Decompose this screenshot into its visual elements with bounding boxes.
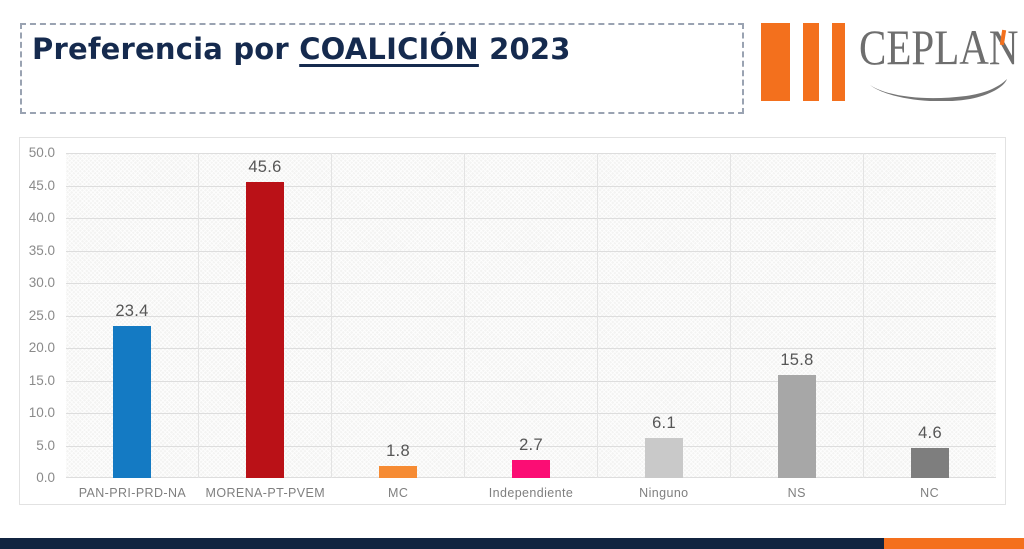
y-tick-label: 35.0 [28,242,55,258]
bar-columns: 23.4 45.6 1.8 2.7 6.1 15.8 4.6 [66,153,996,478]
gridline-horizontal [66,185,996,187]
plot-area: 23.4 45.6 1.8 2.7 6.1 15.8 4.6 [66,153,996,478]
y-tick-label: 45.0 [28,177,55,193]
y-axis: 0.0 5.0 10.0 15.0 20.0 25.0 30.0 35.0 40.0 45.0 50… [20,145,60,485]
title-prefix: Preferencia por [32,32,300,66]
bar-value-label: 15.8 [780,351,814,370]
gridline-horizontal [66,315,996,317]
x-axis: PAN-PRI-PRD-NA MORENA-PT-PVEM MC Independie… [66,485,996,503]
title-suffix: 2023 [478,32,571,66]
bar-value-label: 4.6 [918,424,942,443]
x-tick-label: Ninguno [639,486,689,500]
category-column: 4.6 [864,153,996,478]
y-tick-label: 20.0 [28,340,55,355]
x-tick-label: PAN-PRI-PRD-NA [78,486,187,500]
x-tick-label: Independiente [488,486,574,500]
title-underlined-word: COALICIÓN [299,32,479,66]
bar-MC [379,466,417,478]
title-box: Preferencia por COALICIÓN 2023 [20,23,744,114]
gridline-horizontal [66,413,996,414]
bar-MORENA-PT-PVEM [246,181,284,478]
y-tick-label: 40.0 [28,210,55,225]
category-column: 1.8 [332,153,465,478]
gridline-horizontal [66,283,996,284]
bar-Independiente [512,460,550,478]
x-tick-label: NS [787,486,806,500]
bar-value-label: 6.1 [652,414,676,433]
category-column: 2.7 [465,153,598,478]
y-tick-label: 50.0 [28,145,55,160]
footer-orange-segment [883,538,1024,549]
y-tick-label: 15.0 [28,372,55,388]
y-tick-label: 10.0 [28,405,55,420]
ceplan-logo: CEPLAN [758,19,1018,113]
gridline-horizontal [66,380,996,382]
bar-value-label: 1.8 [386,442,410,461]
y-tick-label: 5.0 [36,437,55,453]
bar-value-label: 45.6 [248,157,282,176]
bar-value-label: 2.7 [519,436,543,455]
category-column: 6.1 [598,153,731,478]
logo-swoosh-icon [870,79,1007,101]
logo-text: CEPLAN [859,19,1019,75]
logo-bar-icon [803,23,819,101]
page-title: Preferencia por COALICIÓN 2023 [22,25,742,66]
bar-value-label: 23.4 [115,301,149,320]
gridline-horizontal [66,250,996,252]
gridline-horizontal [66,218,996,219]
category-column: 15.8 [731,153,864,478]
footer-bar [0,538,1024,549]
gridline-horizontal [66,445,996,447]
y-tick-label: 25.0 [28,307,55,323]
x-tick-label: MC [388,486,409,500]
bar-NS [778,375,816,478]
x-tick-label: NC [920,486,940,500]
logo-bar-icon [832,23,845,101]
logo-bar-icon [761,23,790,101]
y-tick-label: 30.0 [28,275,55,290]
y-tick-label: 0.0 [36,470,55,485]
bar-PAN-PRI-PRD-NA [113,325,151,478]
category-column: 45.6 [199,153,332,478]
bar-NC [911,448,949,478]
x-tick-label: MORENA-PT-PVEM [205,486,326,500]
footer-navy-segment [0,538,884,549]
chart-card: 0.0 5.0 10.0 15.0 20.0 25.0 30.0 35.0 40.0 45.0 50… [19,137,1006,505]
category-column: 23.4 [66,153,199,478]
gridline-horizontal [66,153,996,154]
bar-Ninguno [645,438,683,478]
gridline-horizontal [66,348,996,349]
